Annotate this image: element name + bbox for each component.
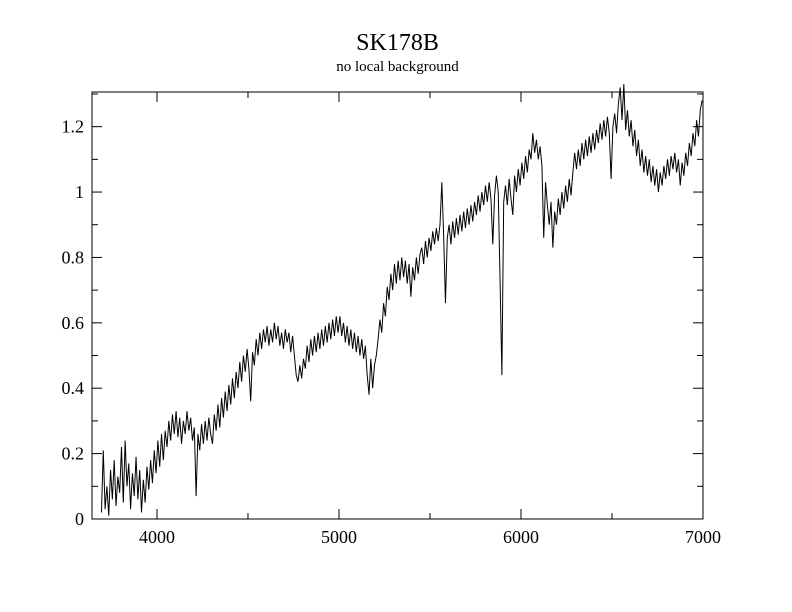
y-tick-label: 0.4 <box>62 378 85 398</box>
y-tick-label: 1 <box>75 182 84 202</box>
x-tick-label: 7000 <box>685 527 721 547</box>
y-tick-label: 0.8 <box>62 247 85 267</box>
x-tick-label: 5000 <box>321 527 357 547</box>
y-tick-label: 0.6 <box>62 313 85 333</box>
chart-subtitle: no local background <box>336 59 459 75</box>
x-tick-label: 6000 <box>503 527 539 547</box>
y-tick-label: 0 <box>75 509 84 529</box>
y-tick-label: 0.2 <box>62 444 85 464</box>
plot-frame <box>91 91 704 520</box>
chart-title: SK178B <box>356 30 439 56</box>
x-tick-label: 4000 <box>139 527 175 547</box>
y-tick-label: 1.2 <box>62 117 85 137</box>
spectrum-line <box>100 84 703 516</box>
